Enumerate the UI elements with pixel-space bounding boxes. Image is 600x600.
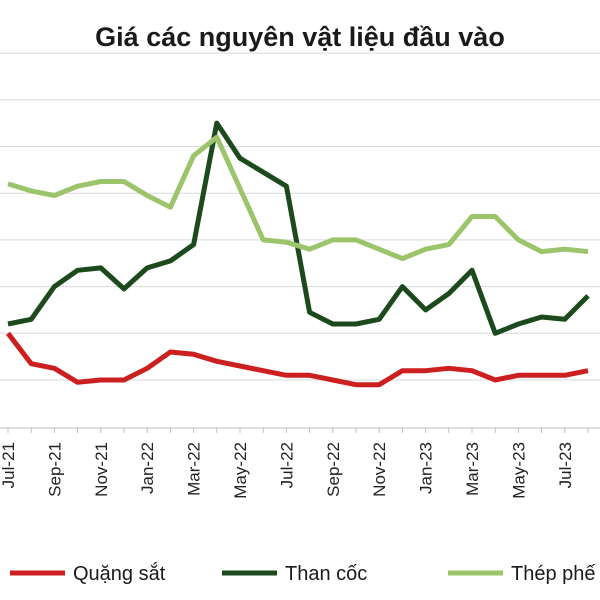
gridlines xyxy=(0,52,600,381)
x-tick-label: May-22 xyxy=(231,442,250,499)
x-tick-label: Mar-23 xyxy=(463,442,482,496)
legend-label: Than cốc xyxy=(285,563,367,585)
x-tick-label: Jul-23 xyxy=(556,442,575,488)
series-lines xyxy=(6,120,590,388)
x-tick-label: May-23 xyxy=(509,442,528,499)
series-line-3 xyxy=(7,134,589,262)
x-tick-label: Mar-22 xyxy=(185,442,204,496)
x-tick-label: Nov-21 xyxy=(92,442,111,497)
x-tick-label: Jan-23 xyxy=(417,442,436,494)
chart-title: Giá các nguyên vật liệu đầu vào xyxy=(95,22,505,52)
legend-label: Thép phế xyxy=(511,563,596,585)
x-tick-label: Jan-22 xyxy=(138,442,157,494)
x-axis xyxy=(0,427,600,433)
x-tick-label: Sep-21 xyxy=(45,442,64,497)
x-tick-label: Jul-21 xyxy=(0,442,18,488)
x-tick-label: Nov-22 xyxy=(370,442,389,497)
legend-label: Quặng sắt xyxy=(73,562,166,585)
series-line-1 xyxy=(6,331,589,388)
x-tick-label: Jul-22 xyxy=(277,442,296,488)
x-tick-label: Sep-22 xyxy=(324,442,343,497)
series-line-2 xyxy=(7,120,590,336)
x-tick-labels: Jul-21 Sep-21 Nov-21 Jan-22 Mar-22 May-22 Jul-… xyxy=(0,442,575,499)
legend: Quặng sắt Than cốc Thép phế xyxy=(10,562,596,585)
